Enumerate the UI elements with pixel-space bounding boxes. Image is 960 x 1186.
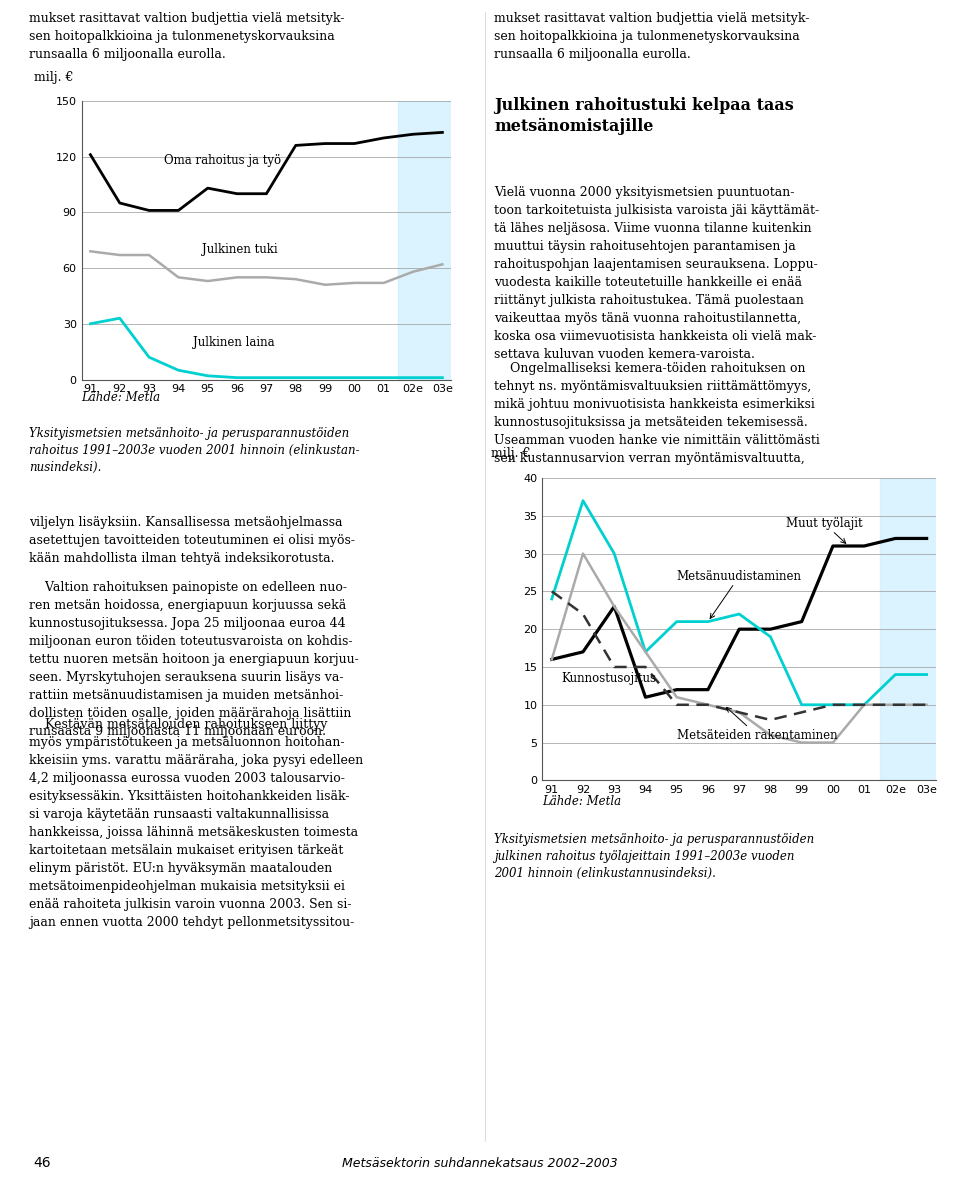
Text: 46: 46 xyxy=(34,1156,51,1171)
Bar xyxy=(879,478,943,780)
Bar xyxy=(398,101,457,380)
Text: Yksityismetsien metsänhoito- ja perusparannustöiden
julkinen rahoitus työlajeitt: Yksityismetsien metsänhoito- ja peruspar… xyxy=(494,833,815,880)
Text: Julkinen laina: Julkinen laina xyxy=(193,336,275,349)
Text: Ongelmalliseksi kemera-töiden rahoituksen on
tehnyt ns. myöntämisvaltuuksien rii: Ongelmalliseksi kemera-töiden rahoitukse… xyxy=(494,362,820,465)
Text: Kestävän metsätalouden rahoitukseen liittyy
myös ympäristötukeen ja metsäluonnon: Kestävän metsätalouden rahoitukseen liit… xyxy=(29,718,363,929)
Text: Julkinen tuki: Julkinen tuki xyxy=(202,243,277,256)
Text: Metsänuudistaminen: Metsänuudistaminen xyxy=(677,569,802,618)
Text: Lähde: Metla: Lähde: Metla xyxy=(82,391,160,404)
Text: viljelyn lisäyksiin. Kansallisessa metsäohjelmassa
asetettujen tavoitteiden tote: viljelyn lisäyksiin. Kansallisessa metsä… xyxy=(29,516,355,565)
Text: Lähde: Metla: Lähde: Metla xyxy=(542,795,621,808)
Text: milj. €: milj. € xyxy=(492,447,531,460)
Text: Kunnostusojitus: Kunnostusojitus xyxy=(562,671,656,684)
Text: Julkinen rahoitustuki kelpaa taas
metsänomistajille: Julkinen rahoitustuki kelpaa taas metsän… xyxy=(494,97,794,135)
Text: Valtion rahoituksen painopiste on edelleen nuo-
ren metsän hoidossa, energiapuun: Valtion rahoituksen painopiste on edelle… xyxy=(29,581,358,738)
Text: Muut työlajit: Muut työlajit xyxy=(786,517,863,543)
Text: Metsäteiden rakentaminen: Metsäteiden rakentaminen xyxy=(677,707,837,741)
Text: mukset rasittavat valtion budjettia vielä metsityk-
sen hoitopalkkioina ja tulon: mukset rasittavat valtion budjettia viel… xyxy=(29,12,345,60)
Text: mukset rasittavat valtion budjettia vielä metsityk-
sen hoitopalkkioina ja tulon: mukset rasittavat valtion budjettia viel… xyxy=(494,12,810,60)
Text: milj. €: milj. € xyxy=(34,71,73,84)
Text: Metsäsektorin suhdannekatsaus 2002–2003: Metsäsektorin suhdannekatsaus 2002–2003 xyxy=(342,1158,618,1169)
Text: Vielä vuonna 2000 yksityismetsien puuntuotan-
toon tarkoitetuista julkisista var: Vielä vuonna 2000 yksityismetsien puuntu… xyxy=(494,186,820,362)
Text: Oma rahoitus ja työ: Oma rahoitus ja työ xyxy=(164,154,281,167)
Text: Yksityismetsien metsänhoito- ja perusparannustöiden
rahoitus 1991–2003e vuoden 2: Yksityismetsien metsänhoito- ja peruspar… xyxy=(29,427,359,474)
